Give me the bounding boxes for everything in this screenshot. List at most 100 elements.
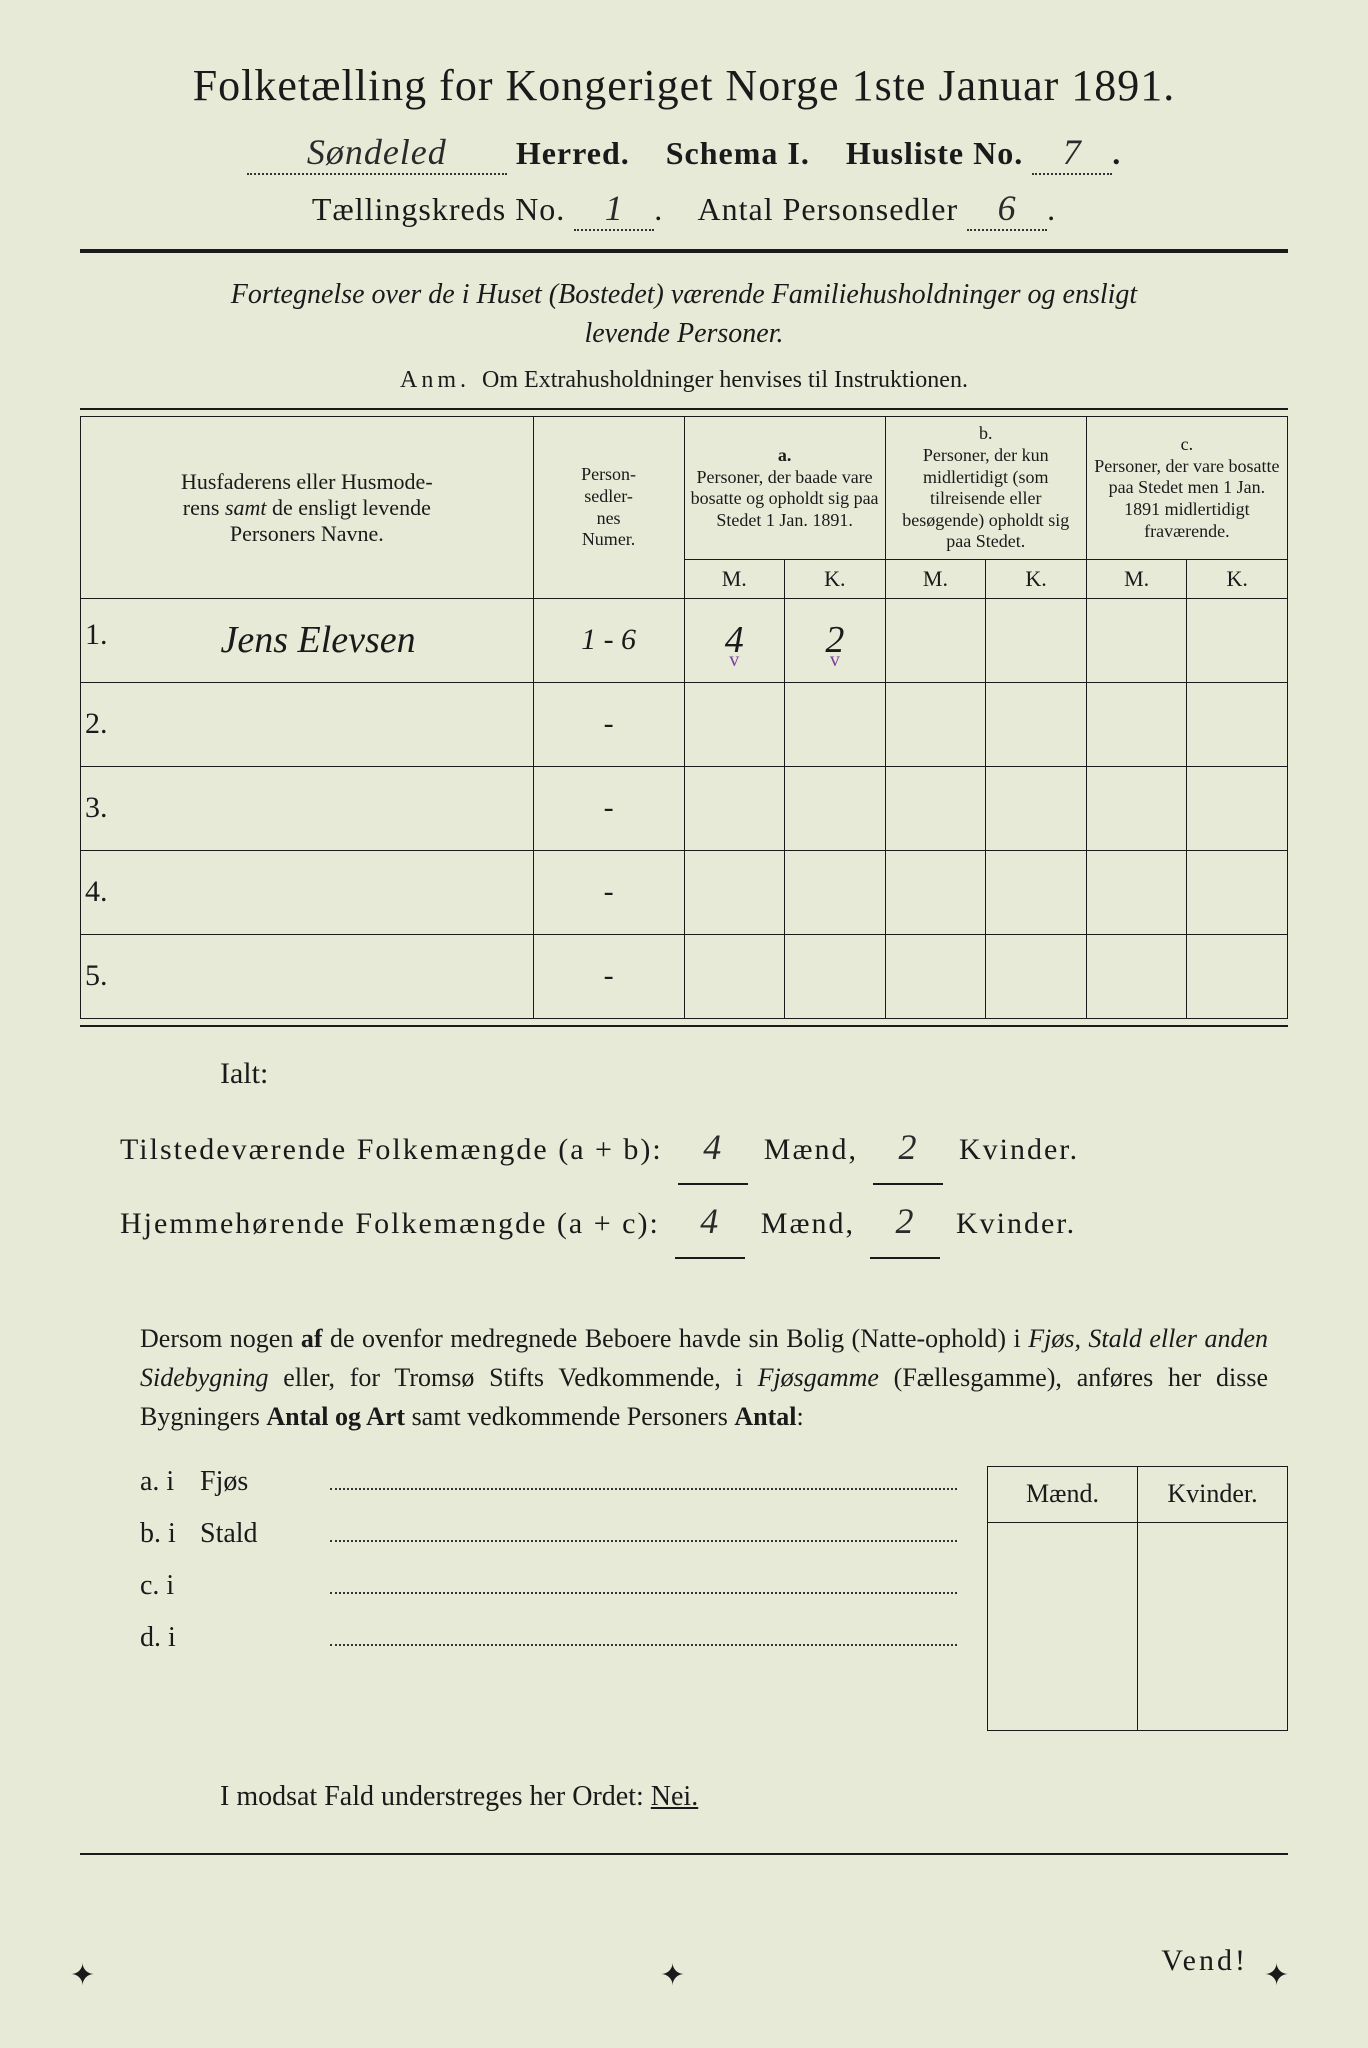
anm-line: Anm. Om Extrahusholdninger henvises til … bbox=[80, 367, 1288, 394]
cell-num: 1 - 6 bbox=[533, 598, 684, 682]
punch-hole-icon: ✦ bbox=[70, 1958, 96, 1980]
dotted-line bbox=[330, 1472, 957, 1490]
cell-c-m bbox=[1086, 850, 1187, 934]
th-name-l2a: rens bbox=[183, 495, 225, 520]
bygning-row-txt: Stald bbox=[200, 1518, 320, 1550]
cell-a-m bbox=[684, 682, 785, 766]
para-t5b: Antal bbox=[734, 1402, 796, 1431]
dotted-line bbox=[330, 1576, 957, 1594]
cell-num: - bbox=[533, 682, 684, 766]
totals-line-2: Hjemmehørende Folkemængde (a + c): 4 Mæn… bbox=[120, 1185, 1288, 1259]
th-num-l1: Person- bbox=[581, 464, 636, 484]
th-name-l3: Personers Navne. bbox=[230, 521, 384, 546]
cell-a-k bbox=[785, 682, 886, 766]
th-c-text: Personer, der vare bosatte paa Stedet me… bbox=[1094, 456, 1279, 541]
cell-num: - bbox=[533, 766, 684, 850]
bygning-row: b. iStald bbox=[140, 1518, 967, 1570]
punch-hole-icon: ✦ bbox=[1264, 1958, 1290, 1980]
cell-b-k bbox=[986, 682, 1087, 766]
anm-text: Om Extrahusholdninger henvises til Instr… bbox=[482, 367, 968, 393]
modsat-line: I modsat Fald understreges her Ordet: Ne… bbox=[220, 1781, 1288, 1813]
cell-a-k: 2v bbox=[785, 598, 886, 682]
cell-c-k bbox=[1187, 598, 1288, 682]
th-c-label: c. bbox=[1181, 434, 1194, 454]
th-a-text: Personer, der baade vare bosatte og opho… bbox=[691, 467, 879, 530]
antal-value: 6 bbox=[967, 187, 1047, 231]
dotted-line bbox=[330, 1524, 957, 1542]
rule-thin-2 bbox=[80, 1025, 1288, 1027]
totals-l2-kvinder: Kvinder. bbox=[956, 1207, 1076, 1240]
cell-a-m: 4v bbox=[684, 598, 785, 682]
th-a-k: K. bbox=[785, 559, 886, 598]
subtitle-line-1: Fortegnelse over de i Huset (Bostedet) v… bbox=[231, 279, 1137, 310]
cell-c-k bbox=[1187, 766, 1288, 850]
bygning-cell-k bbox=[1138, 1522, 1288, 1730]
herred-value: Søndeled bbox=[247, 131, 507, 175]
para-t4b: Antal og Art bbox=[266, 1402, 405, 1431]
totals-block: Tilstedeværende Folkemængde (a + b): 4 M… bbox=[120, 1111, 1288, 1259]
th-b-text: Personer, der kun midlertidigt (som tilr… bbox=[902, 445, 1069, 551]
table-row: 5.- bbox=[81, 934, 1288, 1018]
page-title: Folketælling for Kongeriget Norge 1ste J… bbox=[80, 60, 1288, 111]
instruction-paragraph: Dersom nogen af de ovenfor medregnede Be… bbox=[140, 1319, 1268, 1436]
rule-thick-1 bbox=[80, 249, 1288, 253]
cell-a-k bbox=[785, 766, 886, 850]
th-b-label: b. bbox=[979, 423, 993, 443]
herred-label: Herred. bbox=[516, 135, 630, 171]
para-t6: : bbox=[796, 1402, 803, 1431]
totals-l1-m: 4 bbox=[678, 1111, 748, 1185]
totals-line-1: Tilstedeværende Folkemængde (a + b): 4 M… bbox=[120, 1111, 1288, 1185]
bygning-row-lab: d. i bbox=[140, 1622, 200, 1654]
th-name-l2b: de ensligt levende bbox=[267, 495, 431, 520]
cell-b-m bbox=[885, 766, 986, 850]
para-t5: samt vedkommende Personers bbox=[405, 1402, 734, 1431]
th-c-m: M. bbox=[1086, 559, 1187, 598]
bygning-row: a. iFjøs bbox=[140, 1466, 967, 1518]
th-c-k: K. bbox=[1187, 559, 1288, 598]
bygning-table: Mænd. Kvinder. bbox=[987, 1466, 1288, 1731]
th-a-label: a. bbox=[778, 445, 792, 465]
th-num-l2: sedler- bbox=[584, 486, 633, 506]
cell-b-k bbox=[986, 766, 1087, 850]
cell-c-m bbox=[1086, 934, 1187, 1018]
dotted-line bbox=[330, 1628, 957, 1646]
bygning-th-k: Kvinder. bbox=[1138, 1466, 1288, 1522]
th-b-k: K. bbox=[986, 559, 1087, 598]
punch-hole-icon: ✦ bbox=[660, 1958, 686, 1980]
subtitle: Fortegnelse over de i Huset (Bostedet) v… bbox=[80, 275, 1288, 353]
header-row-1: Søndeled Herred. Schema I. Husliste No. … bbox=[80, 131, 1288, 175]
cell-c-m bbox=[1086, 766, 1187, 850]
rule-thin-3 bbox=[80, 1853, 1288, 1855]
bygning-row-lab: c. i bbox=[140, 1570, 200, 1602]
cell-b-m bbox=[885, 598, 986, 682]
th-name-l1: Husfaderens eller Husmode- bbox=[181, 469, 433, 494]
cell-c-k bbox=[1187, 850, 1288, 934]
cell-b-k bbox=[986, 934, 1087, 1018]
cell-c-m bbox=[1086, 682, 1187, 766]
census-tbody: 1.Jens Elevsen1 - 64v2v2.-3.-4.-5.- bbox=[81, 598, 1288, 1018]
totals-l2-m: 4 bbox=[675, 1185, 745, 1259]
cell-b-k bbox=[986, 850, 1087, 934]
bygning-cell-m bbox=[988, 1522, 1138, 1730]
cell-b-k bbox=[986, 598, 1087, 682]
th-num-l3: nes bbox=[597, 508, 621, 528]
cell-a-k bbox=[785, 934, 886, 1018]
cell-name: 3. bbox=[81, 766, 534, 850]
husliste-label: Husliste No. bbox=[846, 135, 1023, 171]
table-row: 2.- bbox=[81, 682, 1288, 766]
cell-c-k bbox=[1187, 934, 1288, 1018]
th-c: c. Personer, der vare bosatte paa Stedet… bbox=[1086, 417, 1287, 560]
bygning-row: d. i bbox=[140, 1622, 967, 1674]
th-num: Person- sedler- nes Numer. bbox=[533, 417, 684, 599]
cell-name: 1.Jens Elevsen bbox=[81, 598, 534, 682]
cell-b-m bbox=[885, 934, 986, 1018]
bygning-row-txt: Fjøs bbox=[200, 1466, 320, 1498]
husliste-value: 7 bbox=[1032, 131, 1112, 175]
para-t2: de ovenfor medregnede Beboere havde sin … bbox=[322, 1324, 1028, 1353]
bygning-row-lab: b. i bbox=[140, 1518, 200, 1550]
cell-b-m bbox=[885, 850, 986, 934]
cell-a-m bbox=[684, 850, 785, 934]
totals-l2-maend: Mænd, bbox=[761, 1207, 855, 1240]
bygning-row: c. i bbox=[140, 1570, 967, 1622]
bygning-row-lab: a. i bbox=[140, 1466, 200, 1498]
